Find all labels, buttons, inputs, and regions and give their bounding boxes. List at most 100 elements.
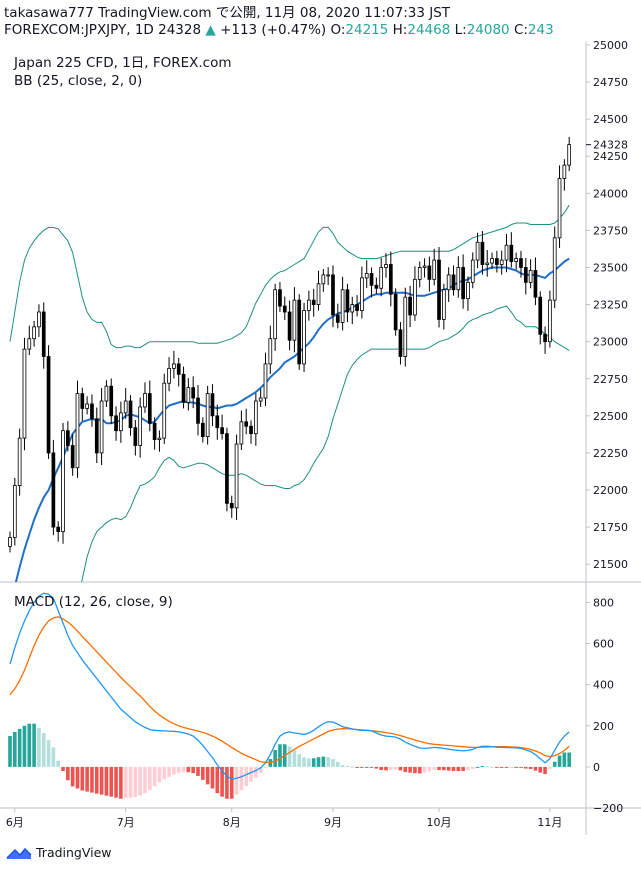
candle-body — [384, 264, 388, 268]
macd-histogram-bar — [172, 766, 176, 775]
macd-histogram-bar — [66, 766, 70, 781]
candle-body — [181, 373, 186, 403]
macd-histogram-bar — [70, 766, 75, 787]
price-tick-label: 23000 — [593, 336, 628, 349]
chart-header: takasawa777 TradingView.com で公開, 11月 08,… — [4, 5, 554, 39]
candle-body — [485, 262, 490, 265]
macd-tick-label: 0 — [593, 761, 600, 774]
candle-body — [437, 259, 441, 320]
macd-histogram-bar — [451, 766, 456, 771]
macd-tick-label: 600 — [593, 638, 614, 651]
macd-histogram-bar — [398, 766, 403, 771]
candle-body — [66, 430, 70, 446]
macd-signal-line — [9, 616, 570, 764]
candle-body — [499, 259, 504, 265]
macd-histogram-bar — [196, 766, 200, 776]
candle-body — [287, 311, 292, 341]
price-tick-label: 24500 — [593, 113, 628, 126]
macd-histogram-bar — [249, 766, 253, 782]
tradingview-logo-text: TradingView — [36, 845, 112, 860]
candle-body — [119, 412, 123, 432]
candle-body — [326, 274, 331, 277]
candle-body — [307, 299, 311, 311]
macd-histogram-bar — [307, 758, 311, 767]
macd-histogram-bar — [109, 766, 114, 797]
macd-histogram-bar — [133, 766, 138, 798]
macd-histogram-bar — [302, 757, 306, 767]
macd-histogram-bar — [32, 723, 36, 767]
candle-body — [8, 537, 12, 547]
candle-body — [302, 310, 306, 365]
candle-body — [355, 304, 359, 311]
macd-tick-label: 400 — [593, 679, 614, 692]
candle-body — [99, 400, 104, 454]
macd-histogram-bar — [80, 766, 85, 791]
candle-body — [316, 283, 321, 305]
macd-histogram-bar — [364, 766, 369, 768]
macd-histogram-bar — [176, 766, 181, 774]
macd-histogram-bar — [480, 766, 485, 768]
candle-body — [398, 329, 403, 357]
candle-body — [350, 304, 355, 313]
macd-histogram-bar — [234, 766, 239, 795]
macd-histogram-bar — [56, 760, 61, 767]
macd-histogram-bar — [528, 766, 533, 769]
candle-body — [104, 385, 109, 402]
macd-histogram-bar — [548, 766, 552, 769]
candle-body — [244, 421, 249, 427]
candle-body — [408, 296, 412, 316]
candle-body — [345, 289, 350, 313]
candle-body — [364, 273, 369, 279]
time-tick-label: 11月 — [537, 816, 562, 829]
macd-histogram-bar — [442, 766, 446, 771]
candle-body — [523, 267, 528, 283]
macd-histogram-bar — [75, 766, 80, 789]
candle-body — [403, 296, 408, 357]
candle-body — [138, 406, 142, 446]
high-label: H: — [392, 22, 408, 38]
low-value: 24080 — [466, 22, 510, 38]
macd-histogram-bar — [258, 766, 263, 774]
macd-histogram-bar — [99, 766, 104, 795]
candle-body — [114, 415, 118, 432]
macd-histogram-bar — [41, 732, 46, 767]
candle-body — [94, 418, 99, 454]
publish-info: takasawa777 TradingView.com で公開, 11月 08,… — [4, 5, 451, 21]
candle-body — [446, 274, 451, 291]
macd-histogram-bar — [94, 766, 99, 794]
macd-histogram-bar — [287, 746, 292, 767]
last-price: 24328 — [158, 22, 202, 38]
macd-histogram-bar — [350, 766, 355, 768]
candle-body — [388, 264, 393, 295]
tradingview-logo[interactable]: TradingView — [6, 845, 112, 860]
candle-body — [548, 299, 552, 343]
macd-histogram-bar — [128, 766, 133, 798]
macd-histogram-bar — [119, 766, 123, 799]
candle-body — [70, 445, 75, 469]
macd-histogram-bar — [143, 766, 147, 794]
candle-body — [519, 258, 523, 268]
macd-histogram-bar — [37, 727, 41, 767]
candle-body — [528, 270, 533, 283]
tradingview-logo-icon — [6, 847, 32, 859]
candle-body — [210, 393, 215, 417]
macd-histogram-bar — [552, 761, 557, 767]
candle-body — [176, 363, 181, 375]
macd-histogram-bar — [220, 766, 224, 797]
candle-body — [292, 299, 297, 341]
macd-histogram-bar — [292, 750, 297, 767]
candle-body — [51, 452, 56, 528]
candle-body — [422, 265, 427, 268]
macd-histogram-bar — [485, 766, 490, 768]
candle-body — [297, 299, 302, 365]
high-value: 24468 — [407, 22, 451, 38]
candle-body — [514, 258, 519, 262]
macd-histogram-bar — [239, 766, 244, 791]
candle-body — [461, 267, 465, 300]
macd-histogram-bar — [181, 766, 186, 773]
macd-histogram-bar — [413, 766, 417, 774]
macd-histogram-bar — [273, 750, 277, 767]
candle-body — [27, 338, 32, 350]
macd-histogram-bar — [244, 766, 249, 787]
